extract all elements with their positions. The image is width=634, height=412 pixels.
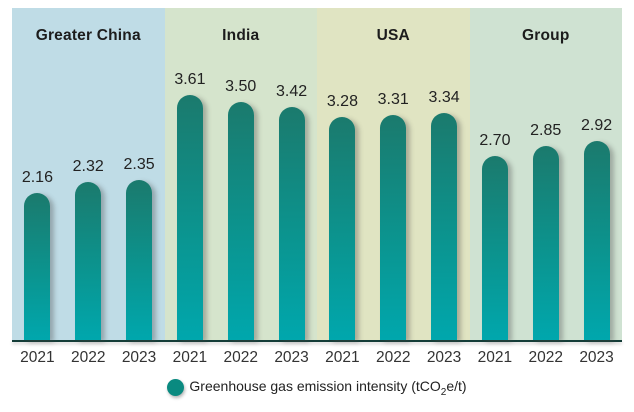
- bar-value-label: 3.31: [377, 91, 409, 108]
- bars-area: 2.70 2.85 2.92: [470, 45, 623, 340]
- bar-value-label: 2.92: [580, 117, 613, 134]
- year-label: 2022: [223, 349, 258, 366]
- years-panel: 2021 2022 2023: [12, 349, 165, 367]
- panel-group: Group 2.70 2.85 2.92: [469, 8, 623, 340]
- year-label: 2023: [121, 349, 157, 366]
- years-row: 2021 2022 2023 2021 2022 2023 2021 2022 2023 2021…: [12, 349, 622, 367]
- bar: [75, 182, 102, 340]
- bar-slot: 3.42: [266, 83, 316, 340]
- legend-label: Greenhouse gas emission intensity (tCO2e…: [189, 378, 467, 398]
- bar: [329, 117, 356, 340]
- bar-value-label: 3.50: [225, 78, 257, 95]
- bar-slot: 3.50: [216, 78, 266, 340]
- years-panel: 2021 2022 2023: [317, 349, 470, 367]
- year-label: 2023: [426, 349, 462, 366]
- year-label: 2022: [528, 349, 563, 366]
- bar-value-label: 3.34: [428, 89, 460, 106]
- x-axis-baseline: [12, 340, 622, 342]
- panels: Greater China 2.16 2.32 2.35 India 3.61 3.50 3.…: [12, 8, 622, 340]
- bar-slot: 3.61: [165, 71, 215, 340]
- year-label: 2023: [579, 349, 614, 366]
- bar: [532, 146, 559, 340]
- bar-slot: 2.85: [521, 122, 571, 340]
- bars-area: 2.16 2.32 2.35: [12, 45, 165, 340]
- years-panel: 2021 2022 2023: [165, 349, 318, 367]
- bar-slot: 3.28: [317, 93, 367, 340]
- chart-legend: Greenhouse gas emission intensity (tCO2e…: [0, 378, 634, 398]
- bar-value-label: 2.70: [479, 132, 511, 149]
- bar-value-label: 2.35: [123, 156, 155, 173]
- bar-value-label: 2.16: [21, 169, 53, 186]
- bar-slot: 2.35: [114, 156, 164, 340]
- panel-title: Group: [522, 27, 570, 44]
- year-label: 2022: [70, 349, 106, 366]
- year-label: 2021: [325, 349, 360, 366]
- bar: [227, 102, 254, 340]
- bar-slot: 2.70: [470, 132, 520, 340]
- bar: [583, 141, 610, 340]
- bar-value-label: 3.28: [326, 93, 358, 110]
- bars-area: 3.61 3.50 3.42: [165, 45, 318, 340]
- bar-value-label: 2.32: [72, 158, 104, 175]
- bar-slot: 2.92: [571, 117, 621, 340]
- bar-value-label: 2.85: [530, 122, 562, 139]
- bar: [431, 113, 458, 340]
- bar-slot: 3.31: [368, 91, 418, 340]
- bars-area: 3.28 3.31 3.34: [317, 45, 470, 340]
- emission-intensity-chart: Greater China 2.16 2.32 2.35 India 3.61 3.50 3.…: [12, 8, 622, 367]
- bar-value-label: 3.61: [174, 71, 206, 88]
- year-label: 2022: [375, 349, 411, 366]
- panel-usa: USA 3.28 3.31 3.34: [317, 8, 470, 340]
- bar-slot: 3.34: [419, 89, 469, 340]
- panel-india: India 3.61 3.50 3.42: [164, 8, 318, 340]
- years-panel: 2021 2022 2023: [470, 349, 623, 367]
- bar-slot: 2.16: [12, 169, 62, 340]
- year-label: 2021: [172, 349, 208, 366]
- bar: [380, 115, 407, 340]
- bar: [176, 95, 203, 340]
- legend-series-marker-icon: [167, 379, 185, 397]
- year-label: 2021: [20, 349, 55, 366]
- panel-title: India: [222, 27, 260, 44]
- bar-slot: 2.32: [63, 158, 113, 340]
- bar-value-label: 3.42: [275, 83, 308, 100]
- year-label: 2021: [477, 349, 513, 366]
- bar: [278, 107, 305, 340]
- bar: [24, 193, 51, 340]
- bar: [481, 156, 508, 340]
- bar: [126, 180, 153, 340]
- panel-title: USA: [376, 27, 410, 44]
- panel-title: Greater China: [35, 27, 141, 44]
- year-label: 2023: [274, 349, 309, 366]
- panel-greater-china: Greater China 2.16 2.32 2.35: [12, 8, 165, 340]
